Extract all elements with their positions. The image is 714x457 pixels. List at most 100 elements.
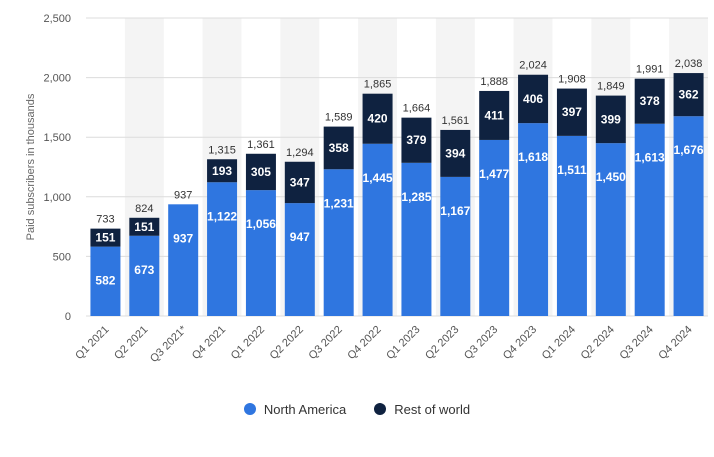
chart-area: 0 500 1,000 1,500 2,000 2,500 Paid subscribers… bbox=[25, 13, 708, 365]
x-tick-label: Q4 2023 bbox=[501, 324, 539, 362]
y-tick-label: 0 bbox=[65, 311, 71, 323]
legend-marker-north-america bbox=[243, 403, 256, 415]
data-label-rest-of-world: 305 bbox=[251, 165, 271, 179]
data-label-north-america: 937 bbox=[173, 231, 193, 245]
bar-north-america bbox=[556, 135, 587, 316]
legend: North America Rest of world bbox=[0, 398, 714, 420]
bar-rest-of-world bbox=[518, 74, 549, 124]
bar-north-america bbox=[284, 203, 315, 316]
x-tick-label: Q4 2022 bbox=[345, 324, 383, 362]
data-label-rest-of-world: 420 bbox=[368, 112, 388, 126]
data-label-rest-of-world: 362 bbox=[679, 88, 699, 102]
data-label-north-america: 1,445 bbox=[363, 171, 393, 185]
y-tick-label: 1,500 bbox=[43, 132, 71, 144]
total-label: 1,589 bbox=[325, 112, 353, 124]
bar-rest-of-world bbox=[440, 129, 471, 177]
bar-rest-of-world bbox=[129, 217, 160, 236]
x-tick-label: Q2 2022 bbox=[268, 324, 306, 362]
data-label-rest-of-world: 378 bbox=[640, 94, 660, 108]
bar-north-america bbox=[90, 246, 121, 316]
data-label-rest-of-world: 151 bbox=[134, 220, 154, 234]
legend-label-rest-of-world: Rest of world bbox=[394, 401, 471, 417]
data-label-north-america: 1,618 bbox=[518, 150, 548, 164]
total-label: 1,849 bbox=[597, 81, 625, 93]
bar-north-america bbox=[362, 143, 393, 316]
bar-rest-of-world bbox=[90, 228, 121, 247]
data-label-rest-of-world: 399 bbox=[601, 112, 621, 126]
data-label-rest-of-world: 397 bbox=[562, 105, 582, 119]
x-tick-label: Q3 2024 bbox=[617, 324, 655, 362]
bar-north-america bbox=[440, 176, 471, 316]
data-label-north-america: 1,613 bbox=[635, 151, 665, 165]
x-tick-label: Q3 2021* bbox=[148, 323, 190, 365]
legend-item-rest-of-world[interactable]: Rest of world bbox=[374, 402, 470, 417]
total-label: 1,361 bbox=[247, 139, 275, 151]
total-label: 1,561 bbox=[442, 115, 470, 127]
bar-rest-of-world bbox=[556, 88, 587, 136]
y-tick-label: 1,000 bbox=[43, 192, 71, 204]
data-label-rest-of-world: 193 bbox=[212, 164, 232, 178]
x-tick-label: Q1 2023 bbox=[384, 324, 422, 362]
bar-north-america bbox=[634, 123, 665, 316]
data-label-north-america: 1,450 bbox=[596, 170, 626, 184]
data-label-rest-of-world: 406 bbox=[523, 92, 543, 106]
bar-north-america bbox=[401, 162, 432, 316]
bar-rest-of-world bbox=[595, 95, 626, 144]
bar-rest-of-world bbox=[362, 93, 393, 144]
data-label-north-america: 1,285 bbox=[401, 190, 431, 204]
data-label-rest-of-world: 151 bbox=[95, 231, 115, 245]
data-label-north-america: 1,167 bbox=[440, 204, 470, 218]
bar-rest-of-world bbox=[634, 78, 665, 124]
total-label: 2,024 bbox=[519, 60, 547, 72]
data-label-north-america: 1,056 bbox=[246, 217, 276, 231]
total-label: 1,908 bbox=[558, 74, 586, 86]
bar-north-america bbox=[673, 116, 704, 317]
total-label: 733 bbox=[96, 214, 114, 226]
x-tick-label: Q4 2021 bbox=[190, 324, 228, 362]
total-label: 824 bbox=[135, 203, 153, 215]
data-label-rest-of-world: 358 bbox=[329, 141, 349, 155]
bar-north-america bbox=[129, 235, 160, 316]
x-tick-label: Q1 2021 bbox=[73, 324, 111, 362]
legend-marker-rest-of-world bbox=[374, 403, 387, 415]
data-label-rest-of-world: 411 bbox=[485, 108, 505, 122]
total-label: 1,664 bbox=[403, 103, 431, 115]
x-tick-label: Q2 2021 bbox=[112, 324, 150, 362]
data-label-north-america: 582 bbox=[95, 274, 115, 288]
legend-item-north-america[interactable]: North America bbox=[243, 401, 347, 417]
x-tick-label: Q3 2023 bbox=[462, 324, 500, 362]
total-label: 2,038 bbox=[675, 58, 703, 70]
total-label: 1,315 bbox=[208, 144, 236, 156]
data-label-north-america: 1,231 bbox=[324, 196, 354, 210]
legend-label-north-america: North America bbox=[263, 401, 347, 417]
x-tick-label: Q2 2023 bbox=[423, 324, 461, 362]
x-tick-label: Q1 2022 bbox=[229, 324, 267, 362]
y-axis-title: Paid subscribers in thousands bbox=[25, 93, 37, 240]
data-label-north-america: 1,122 bbox=[207, 209, 237, 223]
data-label-north-america: 1,511 bbox=[557, 163, 587, 177]
total-label: 1,888 bbox=[480, 76, 508, 88]
data-label-north-america: 947 bbox=[290, 230, 310, 244]
x-tick-label: Q1 2024 bbox=[540, 324, 578, 362]
bar-north-america bbox=[479, 139, 510, 316]
data-label-rest-of-world: 347 bbox=[290, 175, 310, 189]
x-tick-label: Q4 2024 bbox=[656, 324, 694, 362]
bar-rest-of-world bbox=[401, 117, 432, 163]
data-label-north-america: 1,477 bbox=[479, 167, 509, 181]
y-tick-label: 2,500 bbox=[43, 13, 71, 25]
bar-rest-of-world bbox=[207, 159, 238, 183]
data-label-north-america: 673 bbox=[134, 263, 154, 277]
bar-rest-of-world bbox=[673, 73, 704, 117]
data-label-rest-of-world: 379 bbox=[406, 133, 426, 147]
bar-north-america bbox=[168, 204, 199, 316]
data-label-rest-of-world: 394 bbox=[445, 146, 465, 160]
bar-north-america bbox=[518, 123, 549, 316]
total-label: 1,991 bbox=[636, 64, 664, 76]
total-label: 1,294 bbox=[286, 147, 314, 159]
bar-north-america bbox=[595, 143, 626, 316]
x-tick-label: Q3 2022 bbox=[306, 324, 344, 362]
bar-north-america bbox=[245, 190, 276, 316]
x-tick-label: Q2 2024 bbox=[579, 324, 617, 362]
bar-rest-of-world bbox=[245, 153, 276, 191]
bar-north-america bbox=[207, 182, 238, 316]
